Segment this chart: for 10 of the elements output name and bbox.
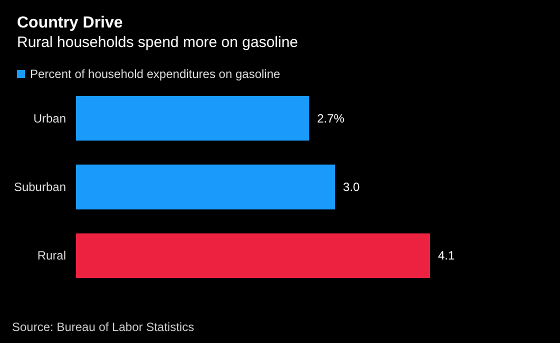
source-note: Source: Bureau of Labor Statistics xyxy=(12,320,194,334)
y-tick-label: Urban xyxy=(33,111,66,126)
chart-title: Country Drive xyxy=(17,14,123,32)
y-tick-label: Suburban xyxy=(14,180,66,194)
data-label: 3.0 xyxy=(343,180,360,194)
y-tick-label: Rural xyxy=(37,248,66,263)
data-label: 2.7% xyxy=(317,111,345,126)
legend-label: Percent of household expenditures on gasoline xyxy=(30,67,281,81)
data-label: 4.1 xyxy=(438,248,456,263)
chart-subtitle: Rural households spend more on gasoline xyxy=(17,34,298,51)
